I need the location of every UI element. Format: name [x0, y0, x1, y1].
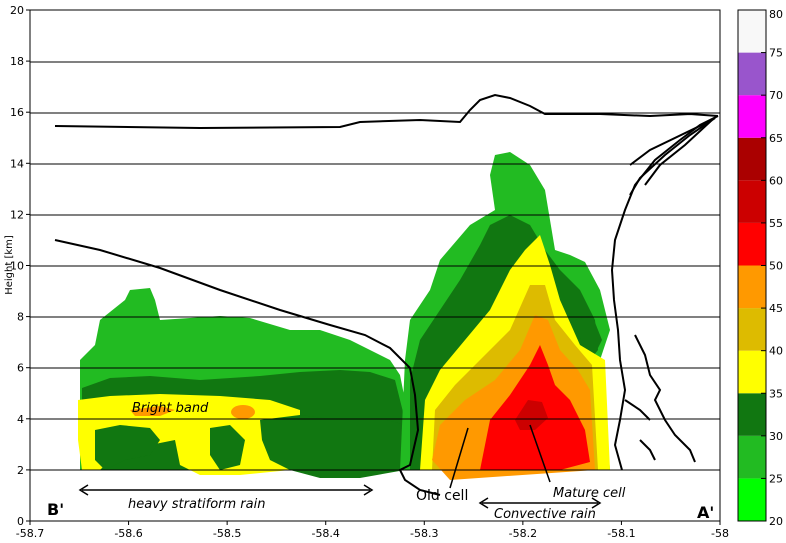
x-tick-label: -58.1 — [607, 527, 635, 540]
x-tick-label: -58.5 — [213, 527, 241, 540]
mature-cell-pointer — [529, 424, 551, 483]
colorbar-swatch — [738, 350, 766, 394]
y-tick-label: 8 — [17, 311, 24, 324]
y-tick-label: 2 — [17, 464, 24, 477]
colorbar-tick-label: 30 — [769, 430, 783, 443]
colorbar-tick-label: 75 — [769, 47, 783, 60]
colorbar-swatch — [738, 265, 766, 309]
convective-echo — [400, 152, 610, 480]
colorbar-tick-label: 40 — [769, 345, 783, 358]
x-axis-ticks: -58.7 -58.6 -58.5 -58.4 -58.3 -58.2 -58.1 -58 — [16, 521, 729, 540]
y-tick-label: 20 — [10, 4, 24, 17]
colorbar-swatch — [738, 222, 766, 266]
colorbar-swatch — [738, 137, 766, 181]
colorbar-swatch — [738, 10, 766, 53]
a-prime-label: A' — [697, 503, 714, 522]
colorbar-tick-label: 20 — [769, 515, 783, 528]
convective-top-green — [575, 315, 602, 352]
colorbar-swatch — [738, 478, 766, 521]
bright-band-orange — [130, 406, 175, 416]
colorbar-tick-label: 60 — [769, 174, 783, 187]
old-cell-pointer — [449, 427, 469, 489]
y-tick-label: 18 — [10, 55, 24, 68]
stratiform-inner-green — [95, 425, 160, 470]
colorbar-swatch — [738, 308, 766, 351]
colorbar-swatch — [738, 435, 766, 479]
colorbar-tick-label: 35 — [769, 387, 783, 400]
y-tick-label: 14 — [10, 157, 24, 170]
x-tick-label: -58.4 — [311, 527, 339, 540]
colorbar-tick-label: 80 — [769, 8, 783, 21]
colorbar-swatch — [738, 52, 766, 96]
colorbar-tick-label: 55 — [769, 217, 783, 230]
colorbar-tick-label: 65 — [769, 132, 783, 145]
colorbar-swatch — [738, 180, 766, 223]
bright-band-label: Bright band — [132, 401, 209, 416]
cloud-outline — [54, 93, 719, 496]
x-tick-label: -58.6 — [114, 527, 142, 540]
b-prime-label: B' — [47, 500, 64, 519]
y-tick-label: 6 — [17, 362, 24, 375]
stratiform-label: heavy stratiform rain — [128, 497, 265, 512]
colorbar-tick-label: 45 — [769, 302, 783, 315]
y-tick-label: 12 — [10, 208, 24, 221]
colorbar-tick-label: 50 — [769, 260, 783, 273]
colorbar-swatch — [738, 393, 766, 436]
convective-label: Convective rain — [494, 507, 596, 522]
mature-cell-label: Mature cell — [553, 486, 626, 501]
y-tick-label: 4 — [17, 413, 24, 426]
y-axis-ticks: 0 2 4 6 8 10 12 14 16 18 20 — [10, 4, 30, 528]
x-tick-label: -58.2 — [509, 527, 537, 540]
y-axis-label: Height [km] — [4, 235, 15, 295]
old-cell-label: Old cell — [416, 488, 468, 504]
colorbar: 20 25 30 35 40 45 50 55 60 65 70 75 80 — [737, 8, 783, 528]
colorbar-tick-label: 25 — [769, 472, 783, 485]
y-tick-label: 16 — [10, 106, 24, 119]
convective-dark-red — [515, 400, 548, 430]
x-tick-label: -58.7 — [16, 527, 44, 540]
y-tick-label: 10 — [10, 260, 24, 273]
stratiform-inner-green-3 — [260, 415, 405, 478]
colorbar-swatch — [738, 95, 766, 138]
stratiform-echo — [78, 288, 410, 478]
colorbar-tick-label: 70 — [769, 89, 783, 102]
annotation-arrows — [78, 424, 602, 509]
bright-band-spot — [231, 405, 255, 419]
grid-lines — [30, 61, 720, 471]
y-tick-label: 0 — [17, 515, 24, 528]
x-tick-label: -58 — [711, 527, 729, 540]
x-tick-label: -58.3 — [410, 527, 438, 540]
stratiform-inner-green-2 — [210, 425, 245, 470]
